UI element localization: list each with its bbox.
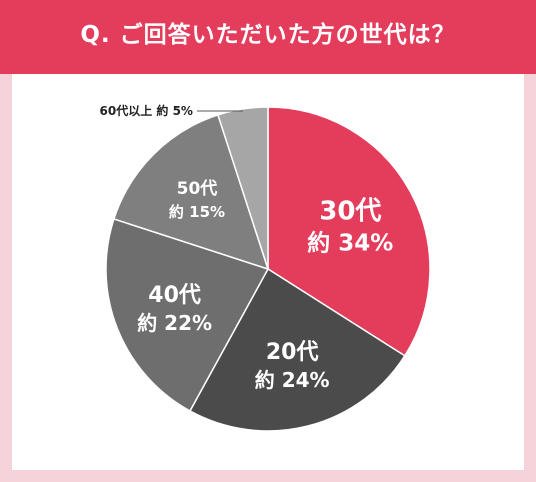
- slice-value-label-1: 約 34%: [307, 230, 393, 257]
- slice-value-label-4: 約 15%: [169, 203, 225, 221]
- question-title: Q. ご回答いただいた方の世代は？: [80, 22, 456, 48]
- chart-panel: 30代約 34% 20代約 24% 40代約 22% 50代約 15% 60代以上 約 …: [12, 74, 524, 470]
- slice-label-1: 30代: [319, 197, 381, 227]
- slice-value-label-2: 約 24%: [255, 368, 330, 392]
- slice-label-2: 20代: [266, 340, 319, 365]
- slice-label-4: 50代: [177, 178, 218, 199]
- header-banner: [0, 0, 536, 74]
- callout-label: 60代以上 約 5%: [100, 103, 193, 118]
- pie-slice-3: [105, 217, 270, 412]
- slice-label-3: 40代: [148, 283, 201, 308]
- pie-slice-1: [267, 106, 431, 357]
- pie-slice-4: [112, 113, 270, 271]
- pie-slice-2: [188, 267, 406, 432]
- pie-slice-5: [216, 106, 269, 270]
- slice-value-label-3: 約 22%: [137, 311, 212, 335]
